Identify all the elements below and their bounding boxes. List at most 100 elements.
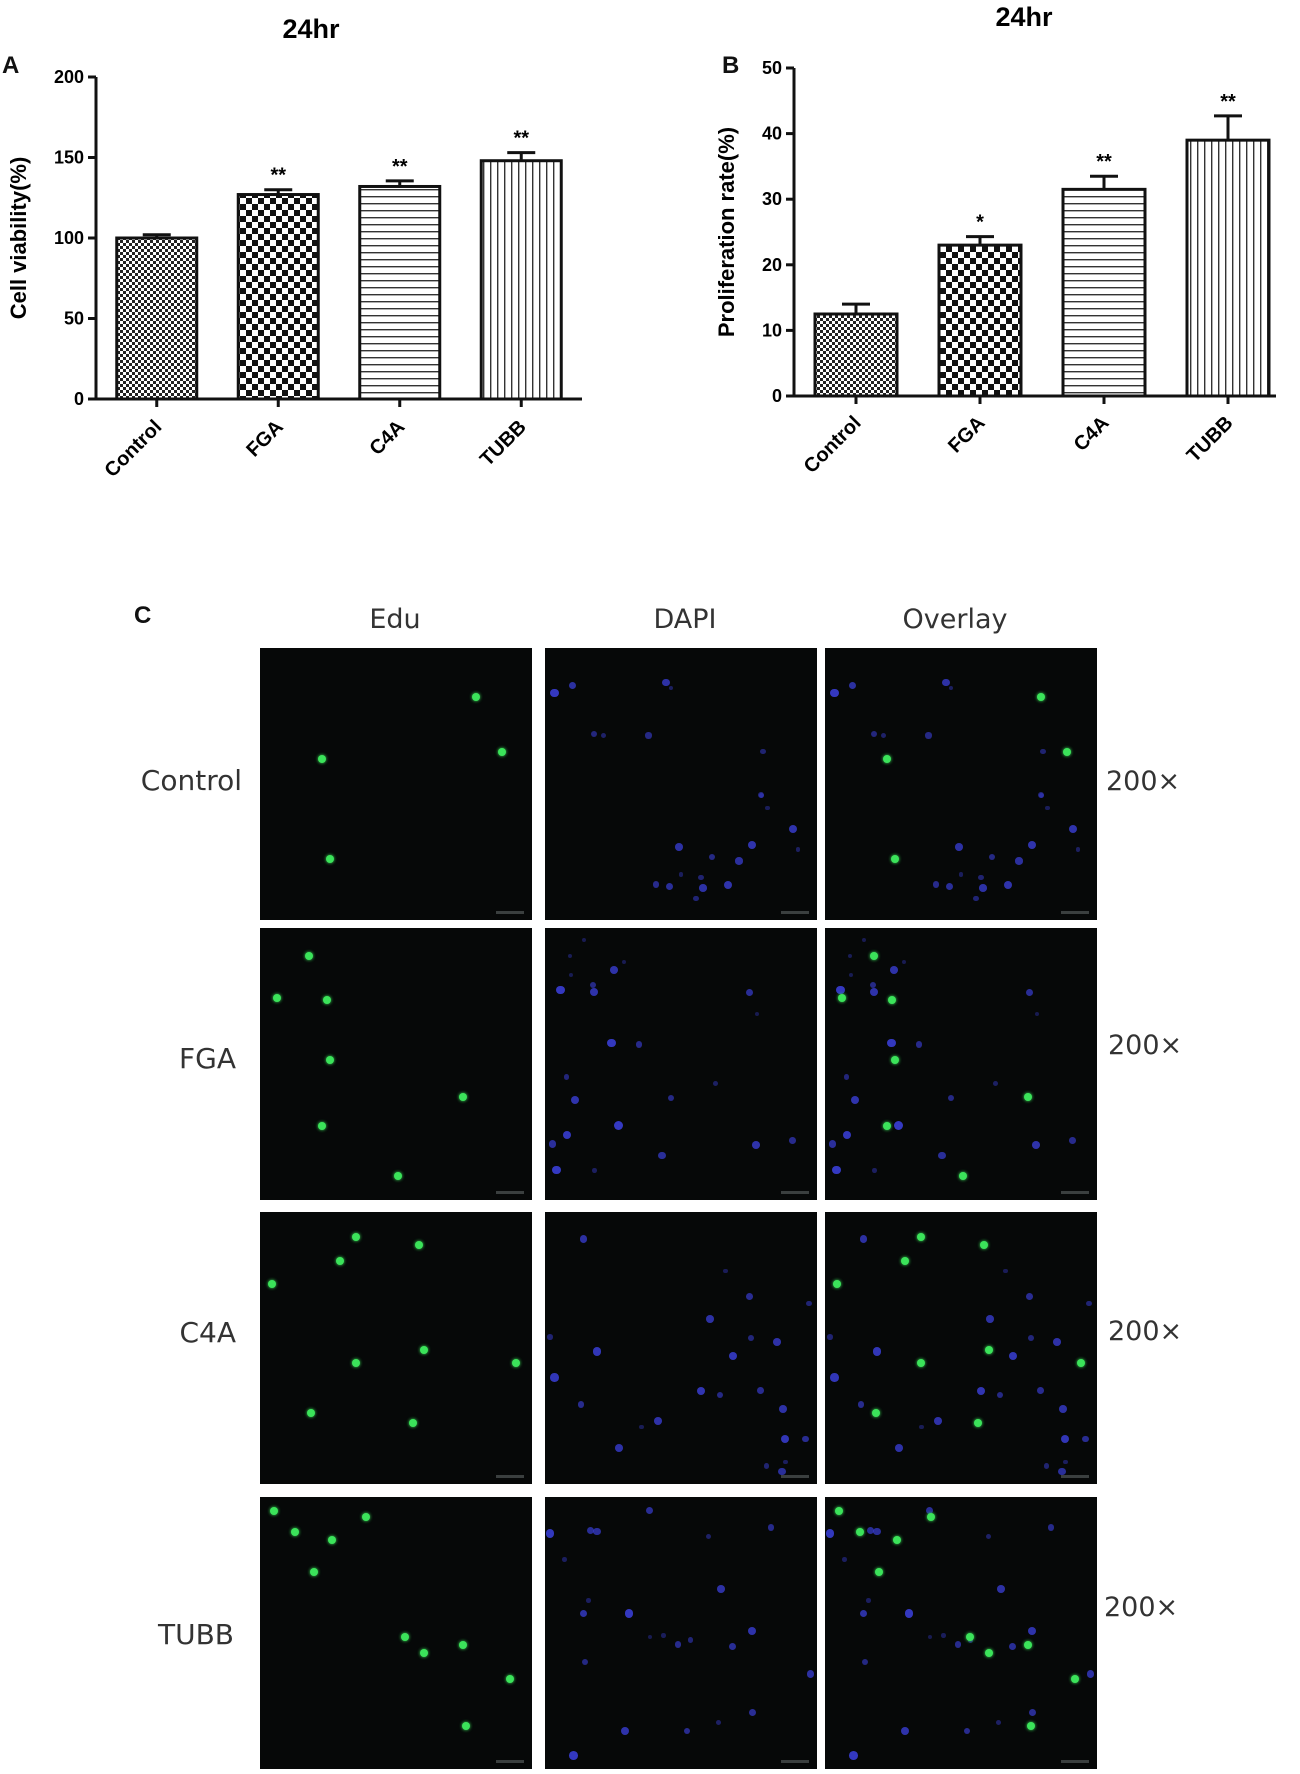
chart-1-y-tick-label: 20	[762, 255, 782, 275]
dapi-nucleus	[1075, 847, 1081, 853]
dapi-nucleus	[646, 1507, 654, 1515]
dapi-nucleus	[577, 1401, 585, 1409]
dapi-nucleus	[571, 1095, 580, 1104]
edu-positive-cell	[1076, 1358, 1085, 1367]
dapi-nucleus	[547, 1334, 553, 1340]
dapi-nucleus	[568, 972, 573, 977]
edu-positive-cell	[1026, 1722, 1035, 1731]
edu-positive-cell	[838, 993, 847, 1002]
dapi-nucleus	[683, 1727, 691, 1735]
dapi-nucleus	[581, 1659, 588, 1666]
dapi-nucleus	[693, 895, 699, 902]
magnification-label-c4a: 200×	[1108, 1316, 1183, 1347]
edu-positive-cell	[328, 1536, 337, 1545]
edu-positive-cell	[459, 1093, 468, 1102]
dapi-nucleus	[579, 1235, 588, 1243]
scale-bar	[496, 1475, 524, 1478]
chart-0-y-tick-label: 100	[54, 228, 84, 248]
edu-positive-cell	[511, 1358, 520, 1367]
dapi-nucleus	[747, 840, 756, 849]
dapi-nucleus	[993, 1081, 998, 1087]
chart-cell-viability: 24hr Cell viability(%) 0 50 100 150 200 Control…	[6, 14, 582, 482]
chart-1-category-label-control: Control	[800, 412, 866, 478]
micrograph-tubb-dapi	[545, 1497, 817, 1769]
dapi-nucleus	[756, 1387, 764, 1395]
chart-1-category-label-c4a: C4A	[1070, 412, 1114, 456]
dapi-nucleus	[706, 1315, 714, 1324]
dapi-nucleus	[978, 874, 984, 881]
dapi-nucleus	[941, 1633, 946, 1638]
edu-positive-cell	[401, 1633, 410, 1642]
column-header-edu: Edu	[369, 604, 421, 635]
dapi-nucleus	[1058, 1468, 1066, 1476]
micrograph-c4a-dapi	[545, 1212, 817, 1484]
column-header-dapi: DAPI	[653, 604, 717, 635]
dapi-nucleus	[763, 1463, 770, 1469]
dapi-nucleus	[997, 1585, 1006, 1593]
dapi-nucleus	[579, 1609, 588, 1618]
dapi-nucleus	[759, 793, 765, 799]
dapi-nucleus	[779, 1405, 787, 1413]
dapi-nucleus	[713, 1081, 718, 1087]
dapi-nucleus	[746, 989, 754, 997]
chart-1-bar-c4a	[1061, 187, 1147, 398]
dapi-nucleus	[545, 1529, 555, 1539]
dapi-nucleus	[765, 805, 770, 811]
dapi-nucleus	[600, 733, 606, 739]
dapi-nucleus	[550, 688, 560, 698]
dapi-nucleus	[848, 681, 857, 690]
edu-positive-cell	[1024, 1093, 1033, 1102]
chart-0-y-axis-label: Cell viability(%)	[6, 157, 31, 320]
dapi-nucleus	[861, 938, 866, 943]
micrograph-fga-edu	[260, 928, 532, 1200]
edu-positive-cell	[882, 1121, 891, 1130]
micrograph-c4a-overlay	[825, 1212, 1097, 1484]
dapi-nucleus	[857, 1401, 865, 1409]
dapi-nucleus	[1043, 1463, 1050, 1469]
scale-bar	[781, 1475, 809, 1478]
row-label-c4a: C4A	[179, 1316, 236, 1349]
scale-bar	[781, 1191, 809, 1194]
chart-1-bar-control	[813, 312, 899, 398]
edu-positive-cell	[472, 692, 481, 701]
dapi-nucleus	[1027, 840, 1036, 849]
chart-1-category-label-tubb: TUBB	[1183, 412, 1238, 467]
dapi-nucleus	[723, 1269, 728, 1274]
edu-positive-cell	[362, 1512, 371, 1521]
dapi-nucleus	[859, 1235, 868, 1243]
panel-letter-b: B	[722, 52, 740, 79]
dapi-nucleus	[568, 954, 573, 959]
micrograph-fga-overlay	[825, 928, 1097, 1200]
dapi-nucleus	[590, 988, 599, 997]
dapi-nucleus	[735, 857, 743, 865]
edu-positive-cell	[351, 1232, 360, 1241]
edu-positive-cell	[351, 1358, 360, 1367]
chart-1-title: 24hr	[995, 2, 1053, 32]
dapi-nucleus	[550, 1373, 559, 1382]
chart-1-significance-tubb: **	[1220, 91, 1236, 113]
dapi-nucleus	[1045, 805, 1050, 811]
dapi-nucleus	[806, 1300, 812, 1307]
dapi-nucleus	[958, 872, 964, 877]
micrograph-control-dapi	[545, 648, 817, 920]
dapi-nucleus	[947, 1094, 955, 1102]
dapi-nucleus	[675, 843, 683, 852]
dapi-nucleus	[592, 1347, 602, 1356]
dapi-nucleus	[678, 872, 684, 877]
chart-0-y-tick-label: 0	[74, 389, 84, 409]
dapi-nucleus	[590, 982, 597, 989]
dapi-nucleus	[562, 1557, 567, 1563]
dapi-nucleus	[871, 730, 878, 737]
edu-positive-cell	[984, 1345, 993, 1354]
dapi-nucleus	[635, 1041, 643, 1048]
dapi-nucleus	[1027, 1626, 1036, 1635]
dapi-nucleus	[933, 1417, 942, 1425]
edu-positive-cell	[309, 1567, 318, 1576]
row-label-control: Control	[140, 764, 242, 797]
dapi-nucleus	[996, 1719, 1001, 1725]
edu-positive-cell	[890, 1056, 899, 1065]
dapi-nucleus	[687, 1636, 694, 1643]
dapi-nucleus	[894, 1120, 904, 1130]
scale-bar	[1061, 1191, 1089, 1194]
dapi-nucleus	[1069, 1137, 1077, 1144]
